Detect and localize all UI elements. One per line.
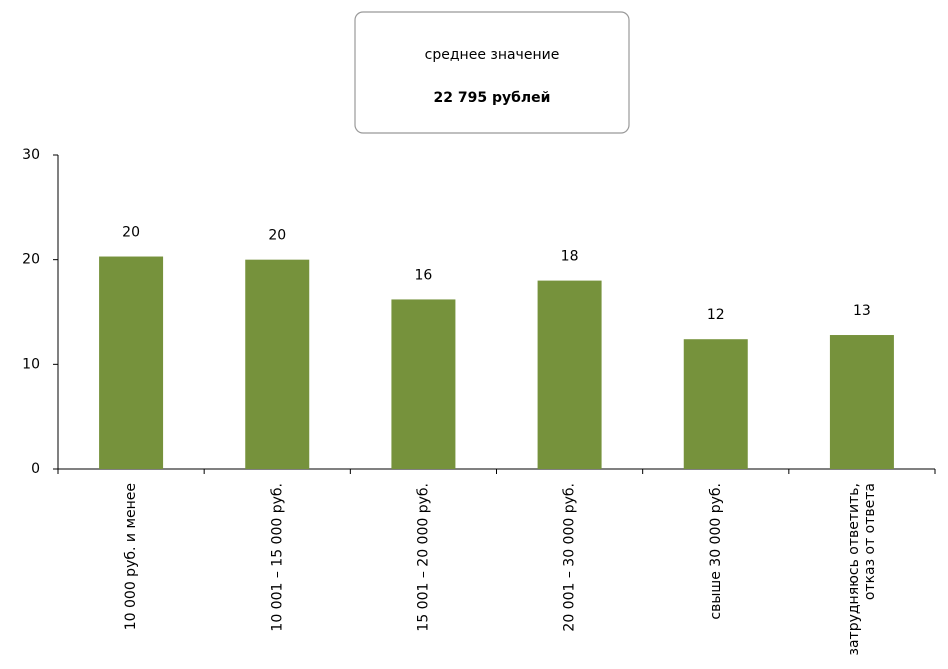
- y-tick-label: 0: [31, 461, 40, 477]
- data-label: 16: [415, 267, 433, 283]
- y-tick-label: 10: [22, 356, 40, 372]
- data-label: 13: [853, 303, 871, 319]
- bar: [391, 299, 456, 469]
- data-label: 12: [707, 307, 725, 323]
- x-tick-label: 15 001 – 20 000 руб.: [415, 483, 431, 632]
- annotation-box: [354, 11, 630, 134]
- bar: [829, 335, 894, 469]
- annotation: среднее значение: [425, 47, 560, 63]
- bar: [99, 256, 164, 469]
- x-tick-label: 10 001 – 15 000 руб.: [269, 483, 285, 632]
- data-label: 20: [268, 228, 286, 244]
- x-tick-label: свыше 30 000 руб.: [708, 483, 724, 620]
- annotation: 22 795 рублей: [434, 90, 551, 106]
- x-tick-label: 10 000 руб. и менее: [123, 483, 139, 630]
- y-tick-label: 20: [22, 252, 40, 268]
- y-tick-label: 30: [22, 147, 40, 163]
- x-tick-label: 20 001 – 30 000 руб.: [562, 483, 578, 632]
- bar: [683, 339, 748, 469]
- data-label: 20: [122, 225, 140, 241]
- x-tick-label: затрудняюсь ответить,отказ от ответа: [846, 483, 878, 655]
- bar: [245, 259, 310, 469]
- data-label: 18: [561, 249, 579, 265]
- bar: [537, 280, 602, 469]
